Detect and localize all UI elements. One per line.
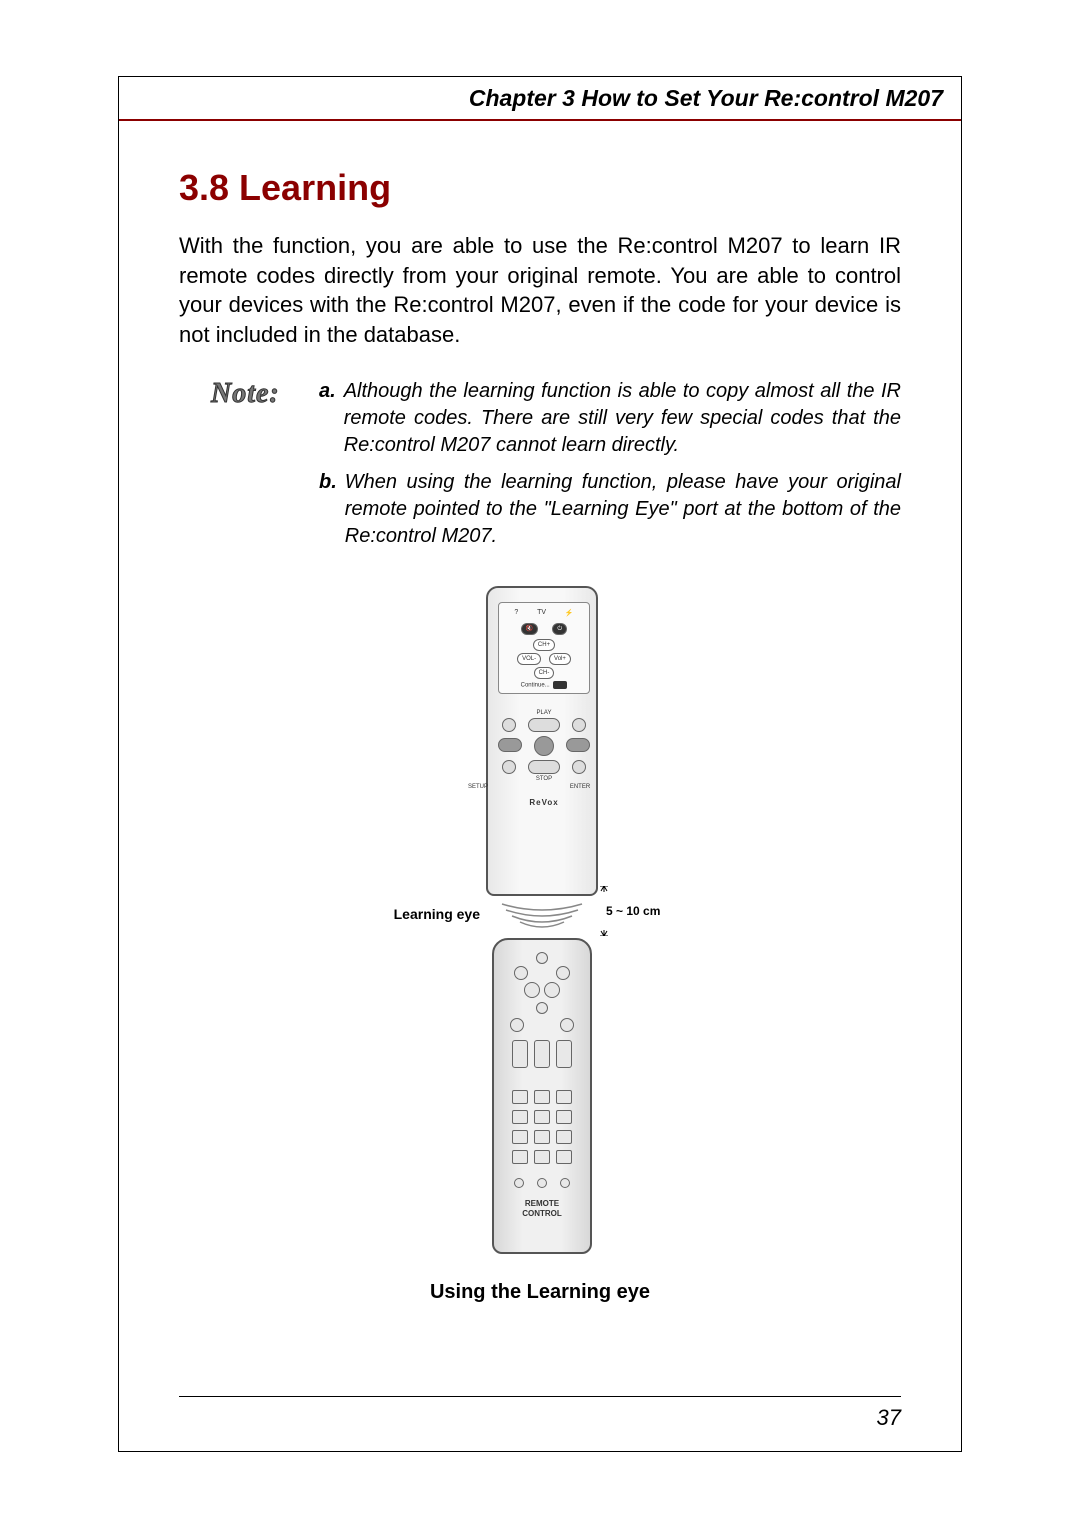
remote-label-2: CONTROL: [494, 1210, 590, 1219]
remote-button: [556, 966, 570, 980]
power-button-icon: ⏻: [552, 623, 567, 635]
lcd-power-row: 🔇 ⏻: [499, 623, 589, 635]
rewind-button: [498, 738, 522, 752]
forward-button: [566, 738, 590, 752]
remote-button: [536, 952, 548, 964]
setup-label: SETUP: [458, 784, 498, 790]
remote-button: [556, 1040, 572, 1068]
nav-button: [502, 718, 516, 732]
learning-eye-waves: [496, 902, 588, 930]
note-text: When using the learning function, please…: [345, 469, 901, 550]
remote-button: [512, 1040, 528, 1068]
remote-button: [514, 966, 528, 980]
ok-button: [534, 736, 554, 756]
stop-button: [528, 760, 560, 774]
note-letter: b.: [319, 469, 337, 550]
remote-label-1: REMOTE: [494, 1200, 590, 1209]
keypad-button: [534, 1150, 550, 1164]
figure-caption: Using the Learning eye: [179, 1281, 901, 1304]
remote-button: [536, 1002, 548, 1014]
power-icon: ⚡: [565, 609, 574, 617]
vol-minus-button: VOL-: [517, 653, 541, 665]
remote-button: [560, 1178, 570, 1188]
footer-rule: [179, 1396, 901, 1397]
keypad-button: [556, 1110, 572, 1124]
lcd-vol-row: VOL- Vol+: [499, 653, 589, 665]
keypad-button: [534, 1130, 550, 1144]
keypad-button: [534, 1090, 550, 1104]
play-button: [528, 718, 560, 732]
remote-button: [544, 982, 560, 998]
distance-label: 5 ~ 10 cm: [606, 904, 660, 918]
remote-diagram: ? TV ⚡ 🔇 ⏻ CH+ VOL- Vol: [400, 586, 680, 1256]
remote-button: [510, 1018, 524, 1032]
remote-button: [560, 1018, 574, 1032]
learning-eye-label: Learning eye: [394, 906, 480, 922]
brand-label: ReVox: [494, 798, 594, 807]
lcd-chplus: CH+: [499, 639, 589, 651]
remote-button: [537, 1178, 547, 1188]
section-title: 3.8 Learning: [179, 167, 901, 209]
figure-area: ? TV ⚡ 🔇 ⏻ CH+ VOL- Vol: [179, 586, 901, 1304]
note-label: Note:: [211, 378, 301, 410]
page-number: 37: [877, 1405, 901, 1431]
mute-icon: 🔇: [521, 623, 538, 635]
continue-icon: [553, 681, 567, 689]
note-items: a. Although the learning function is abl…: [319, 378, 901, 560]
note-block: Note: a. Although the learning function …: [211, 378, 901, 560]
page-content: 3.8 Learning With the function, you are …: [119, 121, 961, 1304]
device-label: TV: [537, 609, 546, 617]
hard-buttons: PLAY STOP SETUP ENTER ReVox: [494, 706, 594, 886]
keypad-button: [556, 1130, 572, 1144]
nav-button: [572, 718, 586, 732]
keypad-button: [534, 1110, 550, 1124]
lcd-chminus: CH-: [499, 667, 589, 679]
continue-label: Continue...: [521, 682, 550, 688]
chapter-title: Chapter 3 How to Set Your Re:control M20…: [469, 85, 943, 112]
keypad-button: [512, 1110, 528, 1124]
play-label: PLAY: [494, 710, 594, 716]
original-remote: REMOTE CONTROL: [492, 938, 592, 1254]
vol-plus-button: Vol+: [549, 653, 571, 665]
help-icon: ?: [514, 609, 518, 617]
lcd-continue: Continue...: [499, 681, 589, 689]
ch-minus-button: CH-: [534, 667, 555, 679]
recontrol-remote: ? TV ⚡ 🔇 ⏻ CH+ VOL- Vol: [486, 586, 598, 896]
ch-plus-button: CH+: [533, 639, 555, 651]
note-item-b: b. When using the learning function, ple…: [319, 469, 901, 550]
keypad-button: [556, 1090, 572, 1104]
lcd-screen: ? TV ⚡ 🔇 ⏻ CH+ VOL- Vol: [498, 602, 590, 694]
keypad-button: [556, 1150, 572, 1164]
remote-button: [514, 1178, 524, 1188]
stop-label: STOP: [494, 776, 594, 782]
nav-button: [572, 760, 586, 774]
wave-icon: [496, 902, 588, 930]
note-letter: a.: [319, 378, 336, 459]
note-item-a: a. Although the learning function is abl…: [319, 378, 901, 459]
keypad-button: [512, 1130, 528, 1144]
enter-label: ENTER: [560, 784, 600, 790]
remote-button: [524, 982, 540, 998]
remote-button: [534, 1040, 550, 1068]
page-header: Chapter 3 How to Set Your Re:control M20…: [119, 77, 961, 121]
nav-button: [502, 760, 516, 774]
keypad-button: [512, 1090, 528, 1104]
lcd-top-row: ? TV ⚡: [499, 609, 589, 617]
note-text: Although the learning function is able t…: [344, 378, 901, 459]
manual-page: Chapter 3 How to Set Your Re:control M20…: [118, 76, 962, 1452]
section-intro: With the function, you are able to use t…: [179, 231, 901, 350]
keypad-button: [512, 1150, 528, 1164]
